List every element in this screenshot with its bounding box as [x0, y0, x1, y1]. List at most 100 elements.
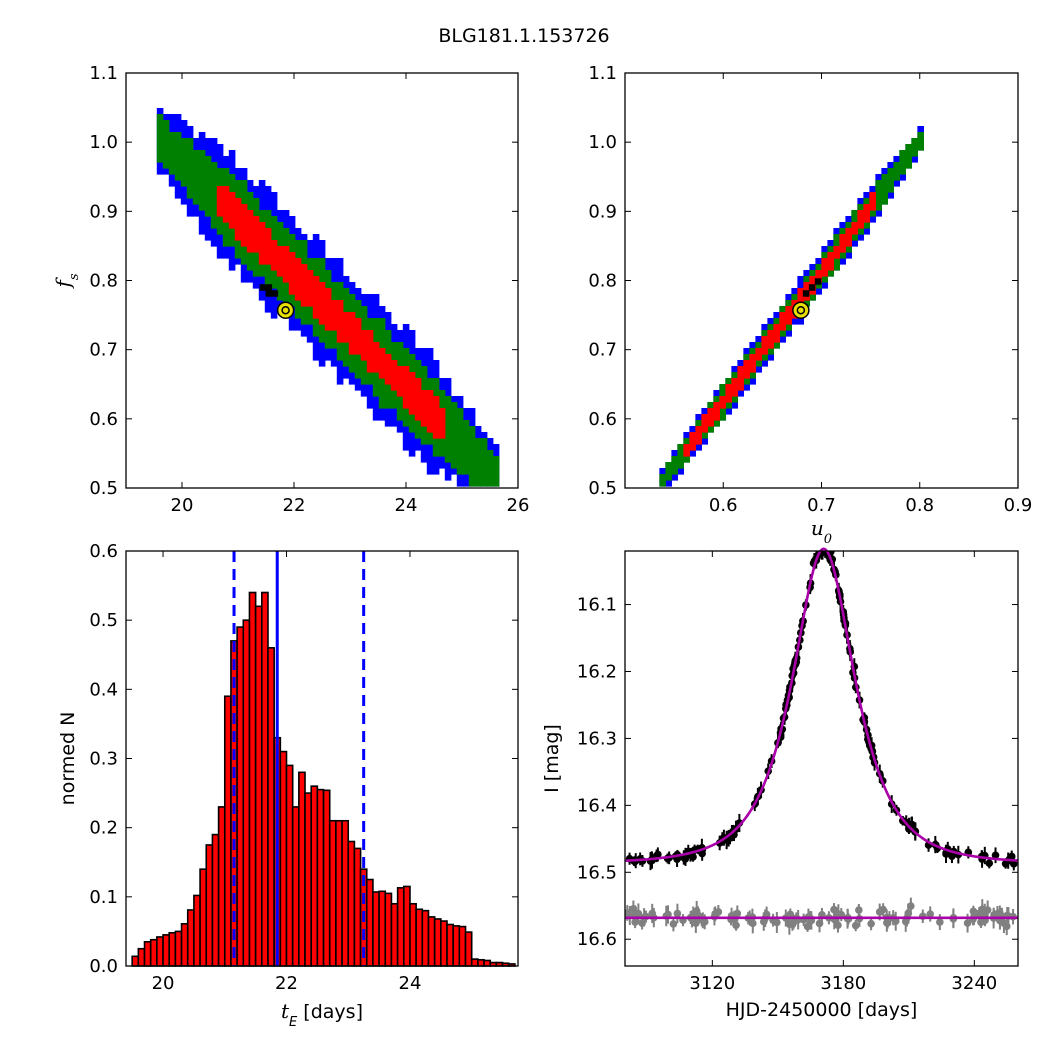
red-cell [258, 222, 266, 229]
blue-cell [863, 228, 870, 235]
green-cell [276, 228, 284, 235]
blue-cell [318, 246, 326, 253]
green-cell [384, 348, 392, 355]
green-cell [360, 366, 368, 373]
red-cell [288, 276, 296, 283]
y-tick-label: 16.3 [577, 728, 617, 749]
green-cell [402, 354, 410, 361]
red-cell [426, 402, 434, 409]
green-cell [366, 324, 374, 331]
x-tick-label: 0.6 [709, 495, 738, 516]
histogram-bar [186, 909, 195, 967]
x-tick-label: 3180 [820, 973, 866, 994]
green-cell [444, 408, 452, 415]
red-cell [288, 258, 296, 265]
green-cell [156, 144, 164, 151]
red-cell [300, 264, 308, 271]
green-cell [336, 342, 344, 349]
green-cell [887, 180, 894, 187]
red-cell [378, 348, 386, 355]
red-cell [294, 282, 302, 289]
secondary-point [926, 910, 935, 918]
x-tick-label: 20 [171, 495, 194, 516]
green-cell [342, 294, 350, 301]
blue-cell [420, 360, 428, 367]
blue-cell [384, 420, 392, 427]
green-cell [288, 300, 296, 307]
blue-cell [198, 216, 206, 223]
blue-cell [444, 468, 452, 475]
blue-cell [246, 270, 254, 277]
green-cell [396, 360, 404, 367]
blue-cell [180, 198, 188, 205]
x-tick-label: 24 [395, 495, 418, 516]
green-cell [162, 162, 170, 169]
red-cell [264, 228, 272, 235]
red-cell [264, 252, 272, 259]
histogram-bar [267, 647, 275, 967]
green-cell [432, 444, 440, 451]
green-cell [198, 156, 206, 163]
green-cell [294, 252, 302, 259]
blue-cell [887, 192, 894, 199]
green-cell [881, 180, 888, 187]
blue-cell [420, 456, 428, 463]
blue-cell [342, 366, 350, 373]
blue-cell [270, 306, 278, 313]
blue-cell [354, 288, 362, 295]
blue-cell [222, 252, 230, 259]
green-cell [312, 270, 320, 277]
green-cell [240, 192, 248, 199]
green-cell [162, 132, 170, 139]
green-cell [192, 162, 200, 169]
y-tick-label: 0.7 [89, 340, 118, 361]
red-cell [743, 372, 750, 379]
blue-cell [330, 348, 338, 355]
red-cell [252, 234, 260, 241]
red-cell [282, 252, 290, 259]
red-cell [414, 414, 422, 421]
red-cell [342, 324, 350, 331]
green-cell [210, 198, 218, 205]
green-cell [384, 336, 392, 343]
blue-cell [456, 480, 464, 487]
blue-cell [192, 138, 200, 145]
secondary-point [983, 906, 992, 914]
blue-cell [312, 342, 320, 349]
green-cell [761, 330, 768, 337]
green-cell [198, 162, 206, 169]
blue-cell [444, 378, 452, 385]
green-cell [312, 258, 320, 265]
red-cell [857, 210, 864, 217]
red-cell [366, 360, 374, 367]
best-fit-marker-center [281, 305, 290, 315]
blue-cell [306, 252, 314, 259]
green-cell [174, 144, 182, 151]
red-cell [240, 222, 248, 229]
y-tick-label: 16.4 [577, 795, 617, 816]
red-cell [737, 366, 744, 373]
green-cell [444, 432, 452, 439]
green-cell [414, 360, 422, 367]
red-cell [773, 324, 780, 331]
blue-cell [192, 204, 200, 211]
blue-cell [234, 168, 242, 175]
green-cell [743, 378, 750, 385]
red-cell [821, 264, 828, 271]
black-cell [271, 290, 279, 297]
red-cell [246, 240, 254, 247]
red-cell [216, 186, 224, 193]
green-cell [204, 174, 212, 181]
blue-cell [300, 234, 308, 241]
y-tick-label: 0.2 [89, 818, 118, 839]
blue-cell [228, 168, 236, 175]
blue-cell [390, 336, 398, 343]
red-cell [785, 312, 792, 319]
histogram-bar [409, 902, 417, 967]
blue-cell [348, 288, 356, 295]
green-cell [450, 420, 458, 427]
green-cell [815, 282, 822, 289]
red-cell [390, 360, 398, 367]
y-tick-label: 0.0 [89, 956, 118, 977]
red-cell [426, 408, 434, 415]
